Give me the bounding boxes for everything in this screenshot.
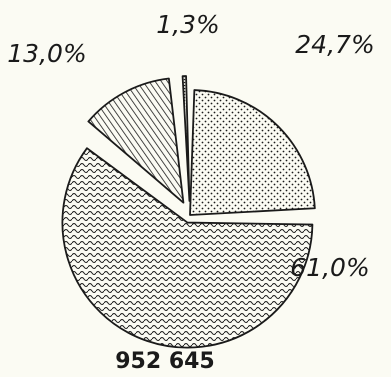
slice-label-2: 61,0% — [290, 253, 369, 282]
pie-slice-1 — [189, 89, 316, 216]
slice-label-3: 13,0% — [7, 39, 86, 68]
slice-label-4: 1,3% — [156, 10, 220, 39]
pie-slice-2 — [61, 147, 314, 349]
pie-slice-3 — [87, 77, 185, 204]
total-label: 952 645 — [115, 349, 215, 374]
pie-slice-4 — [181, 75, 191, 202]
slice-label-1: 24,7% — [295, 30, 374, 59]
